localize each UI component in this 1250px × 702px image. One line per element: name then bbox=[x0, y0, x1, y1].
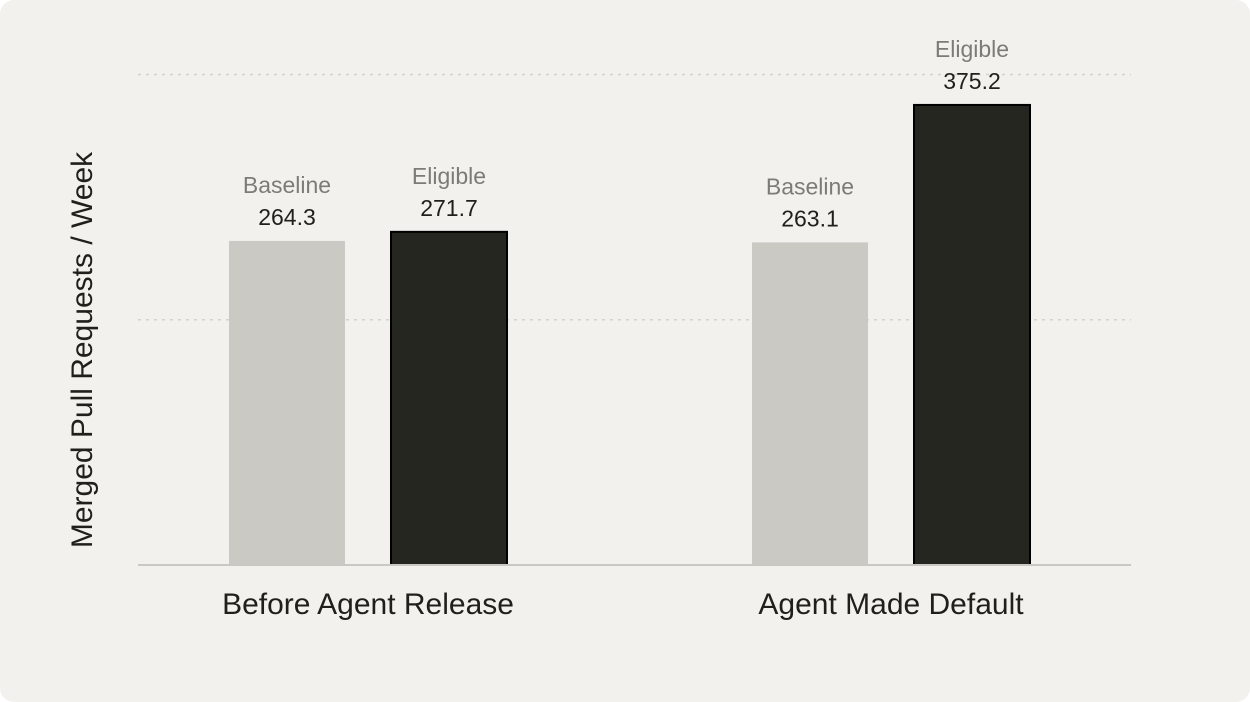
value-label: 375.2 bbox=[943, 68, 1001, 94]
bar-labels: Baseline 264.3 Eligible 271.7 Baseline 263.1 E… bbox=[243, 36, 1009, 231]
category-label-1: Before Agent Release bbox=[222, 588, 514, 621]
bar-baseline-1 bbox=[229, 240, 345, 566]
y-axis-label: Merged Pull Requests / Week bbox=[66, 151, 99, 548]
bar-eligible-2 bbox=[913, 103, 1031, 567]
gridlines bbox=[138, 73, 1131, 321]
series-name-label: Eligible bbox=[935, 36, 1009, 62]
series-name-label: Eligible bbox=[412, 163, 486, 189]
category-label-2: Agent Made Default bbox=[758, 588, 1024, 621]
value-label: 264.3 bbox=[258, 204, 316, 230]
value-label: 263.1 bbox=[781, 205, 839, 231]
bar-baseline-2 bbox=[752, 242, 868, 565]
category-labels: Before Agent Release Agent Made Default bbox=[222, 588, 1024, 621]
bar-eligible-1 bbox=[390, 230, 508, 566]
value-label: 271.7 bbox=[420, 195, 478, 221]
series-name-label: Baseline bbox=[243, 172, 331, 198]
series-name-label: Baseline bbox=[766, 173, 854, 199]
bars bbox=[229, 103, 1031, 567]
